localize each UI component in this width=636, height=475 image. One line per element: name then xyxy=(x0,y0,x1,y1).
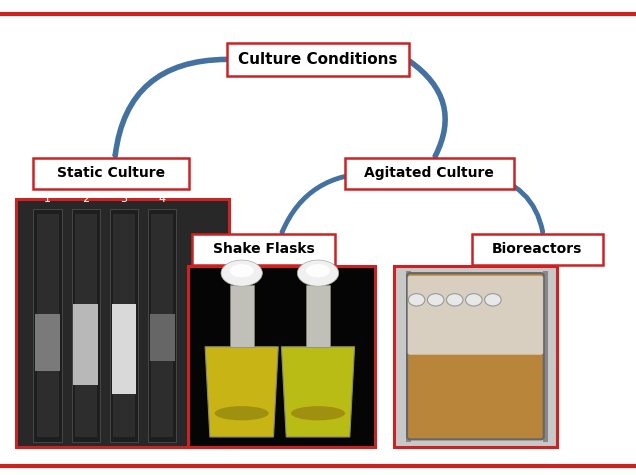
FancyArrowPatch shape xyxy=(410,61,445,156)
FancyBboxPatch shape xyxy=(188,266,375,446)
Circle shape xyxy=(408,294,425,306)
Text: 1: 1 xyxy=(44,194,52,204)
Text: Agitated Culture: Agitated Culture xyxy=(364,166,494,180)
FancyArrowPatch shape xyxy=(282,173,376,232)
FancyBboxPatch shape xyxy=(408,276,543,355)
Text: Shake Flasks: Shake Flasks xyxy=(213,242,315,256)
FancyBboxPatch shape xyxy=(33,158,190,189)
FancyBboxPatch shape xyxy=(16,200,229,446)
Polygon shape xyxy=(282,347,355,437)
Text: 3: 3 xyxy=(120,194,128,204)
Bar xyxy=(543,271,548,442)
Ellipse shape xyxy=(298,260,339,286)
Bar xyxy=(72,209,100,442)
FancyArrowPatch shape xyxy=(115,59,226,155)
FancyBboxPatch shape xyxy=(192,234,336,265)
Bar xyxy=(75,214,97,437)
Bar xyxy=(112,304,137,394)
Ellipse shape xyxy=(230,264,254,277)
Bar xyxy=(36,314,60,370)
Bar xyxy=(150,314,174,361)
Polygon shape xyxy=(205,347,279,437)
Bar xyxy=(148,209,177,442)
Text: Bioreactors: Bioreactors xyxy=(492,242,583,256)
Bar xyxy=(406,271,411,442)
Ellipse shape xyxy=(221,260,263,286)
Ellipse shape xyxy=(291,406,345,420)
Bar xyxy=(151,214,173,437)
Bar xyxy=(37,214,59,437)
Text: 2: 2 xyxy=(82,194,90,204)
Circle shape xyxy=(446,294,463,306)
Bar xyxy=(113,214,135,437)
FancyBboxPatch shape xyxy=(228,43,409,76)
Text: Static Culture: Static Culture xyxy=(57,166,165,180)
FancyBboxPatch shape xyxy=(394,266,556,446)
Bar xyxy=(74,304,99,385)
Polygon shape xyxy=(230,285,254,347)
FancyBboxPatch shape xyxy=(407,273,544,439)
Polygon shape xyxy=(306,285,330,347)
Circle shape xyxy=(466,294,482,306)
FancyBboxPatch shape xyxy=(345,158,514,189)
FancyBboxPatch shape xyxy=(472,234,602,265)
Ellipse shape xyxy=(215,406,269,420)
Circle shape xyxy=(485,294,501,306)
Bar xyxy=(110,209,139,442)
Bar xyxy=(34,209,62,442)
Text: 4: 4 xyxy=(158,194,166,204)
Text: Culture Conditions: Culture Conditions xyxy=(238,52,398,67)
Ellipse shape xyxy=(306,264,330,277)
Circle shape xyxy=(427,294,444,306)
FancyArrowPatch shape xyxy=(483,174,543,232)
